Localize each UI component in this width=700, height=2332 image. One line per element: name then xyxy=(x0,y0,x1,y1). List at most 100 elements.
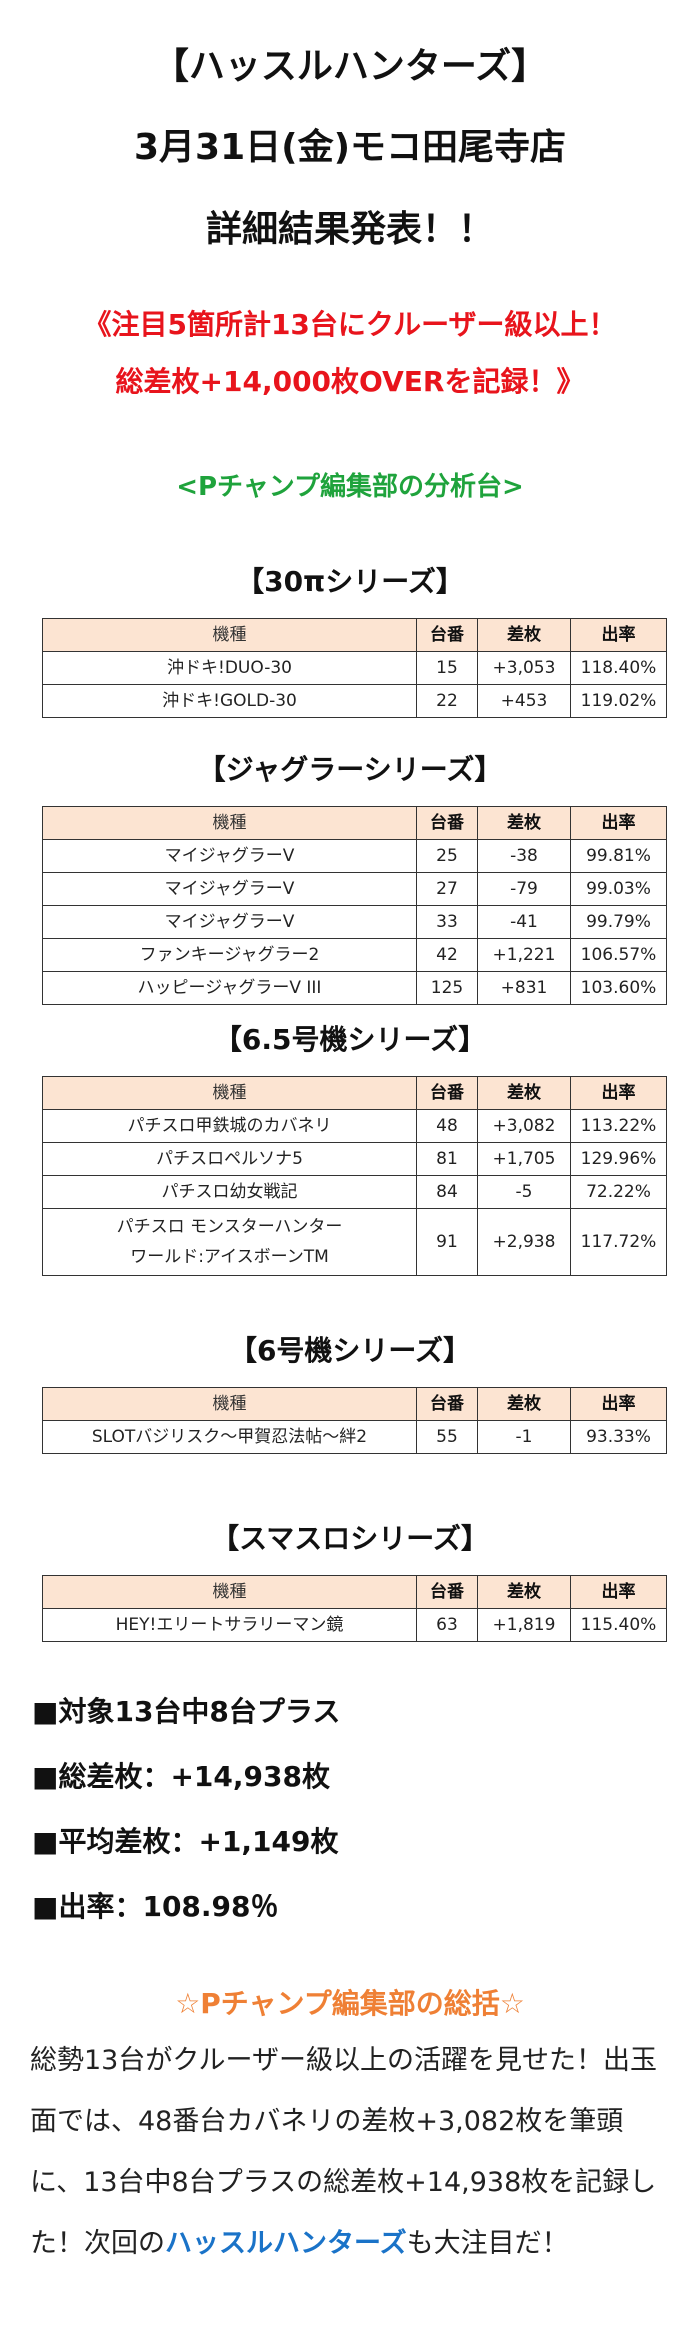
model-line2: ワールド:アイスボーンTM xyxy=(130,1247,329,1267)
stat-payout-rate: ■出率：108.98％ xyxy=(32,1890,279,1923)
cell-model: HEY!エリートサラリーマン鏡 xyxy=(42,1608,417,1642)
cell-number: 15 xyxy=(416,651,478,685)
cell-diff: -38 xyxy=(477,839,571,873)
cell-rate: 117.72% xyxy=(570,1208,667,1276)
cell-rate: 129.96% xyxy=(570,1142,667,1176)
column-header-model: 機種 xyxy=(42,618,417,652)
page-title-line1: 【ハッスルハンターズ】 xyxy=(152,46,548,87)
cell-diff: +453 xyxy=(477,684,571,718)
table-header: 機種 台番 差枚 出率 xyxy=(42,1387,667,1421)
series-section: 【6.5号機シリーズ】 機種 台番 差枚 出率 パチスロ甲鉄城のカバネリ 48 +3,082 1… xyxy=(0,1018,700,1276)
cell-diff: -79 xyxy=(477,872,571,906)
cell-number: 84 xyxy=(416,1175,478,1209)
cell-model: パチスロ幼女戦記 xyxy=(42,1175,417,1209)
table-row: マイジャグラーV 25 -38 99.81% xyxy=(42,839,667,873)
table-row: 沖ドキ!DUO-30 15 +3,053 118.40% xyxy=(42,651,667,685)
table-row: パチスロペルソナ5 81 +1,705 129.96% xyxy=(42,1142,667,1176)
cell-model: パチスロ甲鉄城のカバネリ xyxy=(42,1109,417,1143)
section-title: 【30πシリーズ】 xyxy=(236,565,464,598)
cell-rate: 99.03% xyxy=(570,872,667,906)
column-header-diff: 差枚 xyxy=(477,1575,571,1609)
hustle-hunters-link[interactable]: ハッスルハンターズ xyxy=(165,2228,407,2259)
cell-rate: 115.40% xyxy=(570,1608,667,1642)
column-header-model: 機種 xyxy=(42,806,417,840)
cell-number: 42 xyxy=(416,938,478,972)
cell-diff: +1,221 xyxy=(477,938,571,972)
model-line1: パチスロ モンスターハンター xyxy=(116,1217,343,1237)
column-header-diff: 差枚 xyxy=(477,1387,571,1421)
cell-model: ハッピージャグラーV III xyxy=(42,971,417,1005)
cell-number: 91 xyxy=(416,1208,478,1276)
cell-rate: 103.60% xyxy=(570,971,667,1005)
column-header-rate: 出率 xyxy=(570,618,667,652)
series-section: 【ジャグラーシリーズ】 機種 台番 差枚 出率 マイジャグラーV 25 -38 99.81% マイ… xyxy=(0,748,700,1005)
cell-number: 25 xyxy=(416,839,478,873)
column-header-model: 機種 xyxy=(42,1076,417,1110)
cell-number: 55 xyxy=(416,1420,478,1454)
cell-diff: +1,819 xyxy=(477,1608,571,1642)
table-row: マイジャグラーV 33 -41 99.79% xyxy=(42,905,667,939)
table-row: ファンキージャグラー2 42 +1,221 106.57% xyxy=(42,938,667,972)
table-row: パチスロ甲鉄城のカバネリ 48 +3,082 113.22% xyxy=(42,1109,667,1143)
cell-number: 63 xyxy=(416,1608,478,1642)
cell-rate: 106.57% xyxy=(570,938,667,972)
table-row: ハッピージャグラーV III 125 +831 103.60% xyxy=(42,971,667,1005)
table-row: パチスロ幼女戦記 84 -5 72.22% xyxy=(42,1175,667,1209)
section-title: 【6.5号機シリーズ】 xyxy=(213,1023,487,1056)
column-header-rate: 出率 xyxy=(570,1387,667,1421)
cell-rate: 99.79% xyxy=(570,905,667,939)
column-header-rate: 出率 xyxy=(570,1076,667,1110)
cell-number: 81 xyxy=(416,1142,478,1176)
table-row: マイジャグラーV 27 -79 99.03% xyxy=(42,872,667,906)
analysis-subtitle: <Pチャンプ編集部の分析台> xyxy=(176,472,524,502)
column-header-rate: 出率 xyxy=(570,806,667,840)
column-header-number: 台番 xyxy=(416,1575,478,1609)
cell-model: 沖ドキ!DUO-30 xyxy=(42,651,417,685)
page-title-line2: 3月31日(金)モコ田尾寺店 xyxy=(133,127,567,168)
column-header-number: 台番 xyxy=(416,806,478,840)
column-header-number: 台番 xyxy=(416,1387,478,1421)
cell-diff: +3,053 xyxy=(477,651,571,685)
stat-plus-count: ■対象13台中8台プラス xyxy=(32,1695,341,1728)
column-header-number: 台番 xyxy=(416,618,478,652)
table-row: HEY!エリートサラリーマン鏡 63 +1,819 115.40% xyxy=(42,1608,667,1642)
section-title: 【6号機シリーズ】 xyxy=(228,1334,472,1367)
table-header: 機種 台番 差枚 出率 xyxy=(42,1076,667,1110)
table-header: 機種 台番 差枚 出率 xyxy=(42,618,667,652)
results-table: 機種 台番 差枚 出率 SLOTバジリスク～甲賀忍法帖～絆2 55 -1 93.33% xyxy=(42,1387,667,1454)
cell-model: 沖ドキ!GOLD-30 xyxy=(42,684,417,718)
cell-rate: 113.22% xyxy=(570,1109,667,1143)
cell-rate: 72.22% xyxy=(570,1175,667,1209)
results-table: 機種 台番 差枚 出率 沖ドキ!DUO-30 15 +3,053 118.40% 沖ドキ!GOL… xyxy=(42,618,667,718)
cell-model: マイジャグラーV xyxy=(42,872,417,906)
series-section: 【6号機シリーズ】機種 台番 差枚 出率 SLOTバジリスク～甲賀忍法帖～絆2 55 -1 9… xyxy=(0,1329,700,1454)
series-section: 【30πシリーズ】 機種 台番 差枚 出率 沖ドキ!DUO-30 15 +3,053 118.4… xyxy=(0,560,700,718)
section-title: 【ジャグラーシリーズ】 xyxy=(197,753,503,786)
page-title-line3: 詳細結果発表！！ xyxy=(205,209,494,250)
column-header-diff: 差枚 xyxy=(477,1076,571,1110)
column-header-number: 台番 xyxy=(416,1076,478,1110)
results-table: 機種 台番 差枚 出率 HEY!エリートサラリーマン鏡 63 +1,819 115.40% xyxy=(42,1575,667,1642)
cell-rate: 99.81% xyxy=(570,839,667,873)
highlight-line2: 総差枚+14,000枚OVERを記録！》 xyxy=(115,365,585,398)
column-header-diff: 差枚 xyxy=(477,618,571,652)
cell-diff: -1 xyxy=(477,1420,571,1454)
cell-rate: 118.40% xyxy=(570,651,667,685)
column-header-diff: 差枚 xyxy=(477,806,571,840)
cell-number: 48 xyxy=(416,1109,478,1143)
column-header-model: 機種 xyxy=(42,1387,417,1421)
cell-diff: -41 xyxy=(477,905,571,939)
cell-number: 125 xyxy=(416,971,478,1005)
highlight-line1: 《注目5箇所計13台にクルーザー級以上！ xyxy=(83,308,617,341)
table-row: SLOTバジリスク～甲賀忍法帖～絆2 55 -1 93.33% xyxy=(42,1420,667,1454)
cell-model: パチスロペルソナ5 xyxy=(42,1142,417,1176)
cell-diff: +3,082 xyxy=(477,1109,571,1143)
results-table: 機種 台番 差枚 出率 パチスロ甲鉄城のカバネリ 48 +3,082 113.22% パチスロペ… xyxy=(42,1076,667,1276)
section-title: 【スマスロシリーズ】 xyxy=(211,1522,489,1555)
cell-diff: +831 xyxy=(477,971,571,1005)
cell-diff: +1,705 xyxy=(477,1142,571,1176)
cell-number: 33 xyxy=(416,905,478,939)
stat-total-diff: ■総差枚：+14,938枚 xyxy=(32,1760,330,1793)
summary-tail: も大注目だ！ xyxy=(406,2228,569,2259)
cell-model: ファンキージャグラー2 xyxy=(42,938,417,972)
